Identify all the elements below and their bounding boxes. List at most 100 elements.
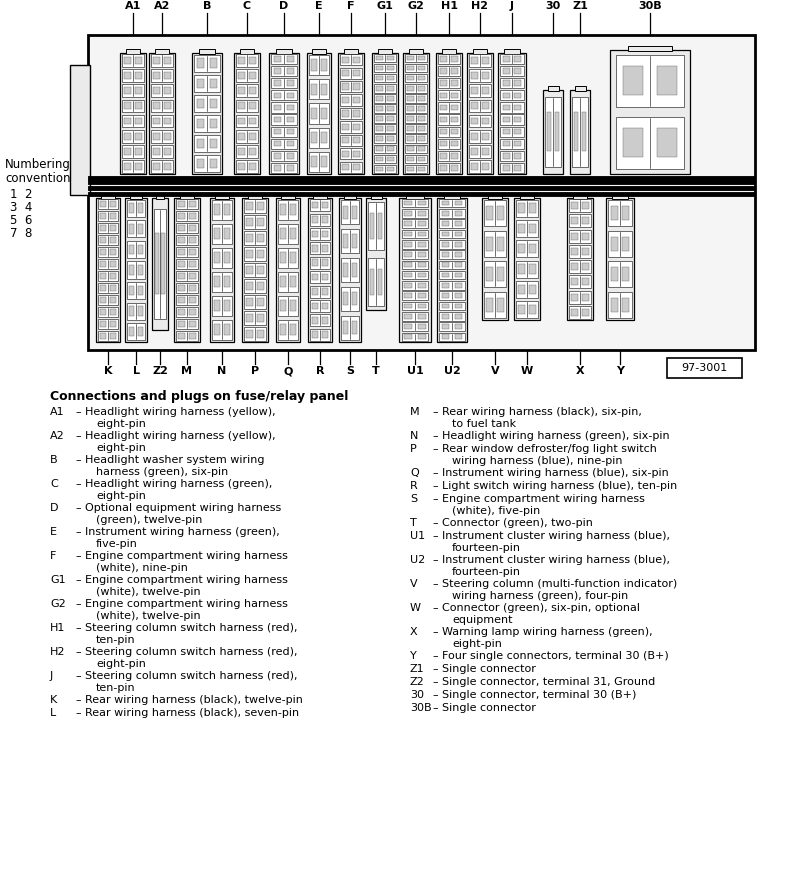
Bar bbox=[455, 263, 462, 267]
Bar bbox=[622, 236, 629, 250]
Bar bbox=[442, 232, 450, 236]
Bar bbox=[110, 333, 116, 338]
Bar bbox=[488, 194, 502, 199]
Bar bbox=[286, 141, 294, 147]
Text: H1: H1 bbox=[441, 1, 458, 11]
Text: S: S bbox=[410, 494, 418, 504]
Bar bbox=[569, 215, 591, 227]
Bar bbox=[377, 269, 382, 295]
Bar bbox=[176, 259, 198, 269]
Bar bbox=[387, 167, 394, 171]
Bar bbox=[582, 278, 588, 285]
Bar bbox=[343, 110, 349, 116]
Bar bbox=[343, 123, 349, 130]
Bar bbox=[236, 54, 258, 67]
Bar bbox=[401, 199, 429, 208]
Bar bbox=[569, 230, 591, 242]
Bar bbox=[224, 204, 230, 216]
Bar bbox=[442, 211, 450, 216]
Bar bbox=[210, 139, 217, 148]
Text: (white), nine-pin: (white), nine-pin bbox=[96, 563, 188, 573]
Text: G2: G2 bbox=[408, 1, 425, 11]
Bar bbox=[247, 202, 253, 210]
Bar bbox=[322, 274, 328, 281]
Bar bbox=[374, 94, 396, 103]
Bar bbox=[405, 54, 427, 62]
Text: 7  8: 7 8 bbox=[10, 227, 32, 240]
Bar bbox=[368, 202, 384, 250]
Bar bbox=[418, 293, 426, 298]
Bar bbox=[401, 250, 429, 259]
Bar bbox=[582, 263, 588, 270]
Bar bbox=[151, 54, 173, 67]
Bar bbox=[257, 218, 264, 226]
Bar bbox=[387, 56, 394, 60]
Bar bbox=[274, 81, 281, 86]
Bar bbox=[657, 67, 677, 95]
Bar bbox=[418, 86, 425, 91]
Bar bbox=[212, 272, 232, 292]
Bar bbox=[442, 242, 450, 247]
Text: Y: Y bbox=[410, 651, 417, 661]
Text: convention: convention bbox=[5, 172, 70, 185]
Bar bbox=[176, 307, 198, 317]
Bar bbox=[98, 283, 118, 293]
Bar bbox=[135, 87, 142, 94]
Text: Z1: Z1 bbox=[572, 1, 588, 11]
Bar bbox=[401, 312, 429, 321]
Bar bbox=[376, 147, 383, 151]
Bar bbox=[401, 332, 429, 341]
Text: Q: Q bbox=[284, 366, 293, 376]
Bar bbox=[418, 126, 425, 131]
Bar bbox=[129, 203, 135, 213]
Bar bbox=[122, 69, 144, 82]
Bar bbox=[178, 237, 185, 242]
Bar bbox=[405, 263, 413, 267]
Bar bbox=[197, 119, 205, 128]
Bar bbox=[310, 314, 330, 327]
Bar bbox=[178, 226, 185, 231]
Bar bbox=[321, 107, 327, 119]
Bar bbox=[439, 250, 464, 259]
Bar bbox=[290, 324, 296, 336]
Bar bbox=[451, 153, 458, 159]
Bar bbox=[403, 53, 429, 174]
Bar bbox=[274, 129, 281, 134]
Bar bbox=[189, 237, 196, 242]
Bar bbox=[110, 250, 116, 255]
Text: K: K bbox=[50, 695, 57, 705]
Text: Z1: Z1 bbox=[410, 664, 425, 674]
Bar bbox=[343, 263, 348, 276]
Bar bbox=[100, 213, 106, 218]
Bar bbox=[100, 261, 106, 266]
Bar bbox=[312, 231, 318, 237]
Bar bbox=[503, 68, 509, 74]
Bar bbox=[609, 261, 632, 287]
Bar bbox=[129, 286, 135, 295]
Bar bbox=[176, 235, 198, 245]
Text: 30B: 30B bbox=[638, 1, 662, 11]
Bar bbox=[501, 151, 524, 161]
Bar bbox=[418, 116, 425, 121]
Bar bbox=[353, 123, 359, 130]
Bar bbox=[197, 99, 205, 108]
Text: 1  2: 1 2 bbox=[10, 188, 32, 201]
Bar bbox=[110, 321, 116, 327]
Bar bbox=[409, 49, 423, 54]
Text: Rear window defroster/fog light switch: Rear window defroster/fog light switch bbox=[442, 444, 657, 454]
Bar bbox=[153, 163, 160, 170]
Bar bbox=[244, 231, 266, 245]
Bar bbox=[514, 68, 521, 74]
Bar bbox=[374, 145, 396, 153]
Bar bbox=[353, 57, 359, 63]
Bar bbox=[257, 314, 264, 321]
Bar bbox=[516, 301, 538, 319]
Bar bbox=[100, 297, 106, 303]
Bar bbox=[374, 124, 396, 133]
Bar bbox=[611, 206, 617, 220]
Bar bbox=[516, 260, 538, 278]
Bar bbox=[405, 242, 413, 247]
Bar bbox=[418, 167, 425, 171]
Bar bbox=[569, 290, 591, 304]
Bar bbox=[307, 53, 331, 174]
